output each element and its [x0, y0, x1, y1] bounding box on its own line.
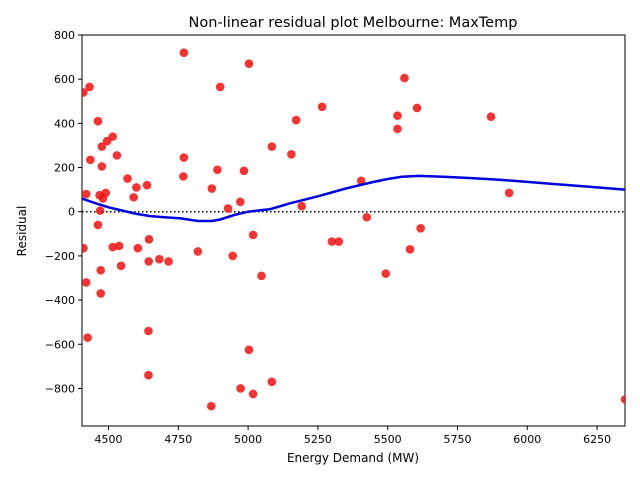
- x-tick-label: 4500: [95, 433, 123, 446]
- data-point: [179, 153, 189, 162]
- data-point: [504, 188, 514, 198]
- x-tick-label: 5250: [304, 433, 332, 446]
- data-point: [207, 184, 217, 193]
- x-tick-label: 6000: [513, 433, 541, 446]
- data-point: [132, 183, 141, 192]
- data-point: [133, 243, 143, 253]
- data-point: [416, 223, 425, 233]
- data-point: [248, 230, 258, 240]
- y-tick-label: 400: [54, 117, 75, 130]
- data-point: [228, 251, 238, 261]
- data-point: [82, 189, 91, 199]
- trend-line: [82, 174, 625, 223]
- data-point: [236, 384, 245, 393]
- data-point: [108, 242, 118, 252]
- data-point: [405, 244, 415, 254]
- data-point: [82, 88, 88, 97]
- data-point: [116, 261, 126, 271]
- data-point: [213, 165, 222, 175]
- x-tick-label: 5750: [443, 433, 471, 446]
- data-point: [267, 377, 277, 387]
- data-point: [206, 401, 216, 411]
- data-point: [400, 73, 409, 83]
- data-point: [95, 206, 105, 215]
- data-point: [83, 333, 92, 342]
- data-point: [123, 174, 132, 183]
- data-point: [129, 193, 138, 202]
- chart-title: Non-linear residual plot Melbourne: MaxT…: [189, 15, 518, 31]
- y-tick-label: 800: [54, 29, 75, 42]
- data-point: [381, 269, 391, 278]
- data-point: [144, 370, 153, 380]
- data-point: [239, 166, 249, 176]
- data-point: [244, 345, 254, 355]
- data-point: [235, 197, 245, 207]
- data-point: [179, 172, 188, 181]
- data-point: [144, 326, 153, 336]
- data-point: [114, 241, 124, 251]
- data-point: [393, 111, 402, 120]
- data-point: [82, 243, 88, 253]
- x-tick-label: 5000: [234, 433, 262, 446]
- plot-content: [82, 48, 625, 411]
- data-point: [82, 278, 91, 287]
- y-tick-label: −400: [45, 294, 75, 307]
- data-point: [193, 247, 203, 256]
- data-point: [486, 112, 496, 122]
- data-point: [257, 271, 266, 281]
- data-point: [248, 389, 258, 399]
- x-axis: 4500 4750 5000 5250 5500 5750 6000 6250: [95, 426, 611, 446]
- data-point: [287, 149, 296, 159]
- data-point: [112, 151, 122, 160]
- data-point: [412, 103, 422, 113]
- plot-frame: [81, 34, 626, 427]
- y-tick-label: −200: [45, 250, 75, 263]
- data-point: [108, 132, 118, 141]
- data-point: [85, 82, 94, 92]
- data-point: [164, 257, 173, 266]
- data-point: [297, 201, 307, 211]
- x-tick-label: 5500: [374, 433, 402, 446]
- data-point: [244, 59, 254, 69]
- y-axis-label: Residual: [15, 206, 29, 257]
- data-point: [179, 48, 189, 57]
- x-axis-label: Energy Demand (MW): [287, 451, 419, 465]
- data-point: [86, 155, 95, 165]
- data-point: [291, 115, 301, 125]
- plot-area: [81, 34, 626, 427]
- data-point: [101, 188, 111, 198]
- y-tick-label: 600: [54, 73, 75, 86]
- data-point: [97, 142, 107, 151]
- data-point: [356, 176, 366, 186]
- data-point: [93, 220, 103, 230]
- data-point: [317, 102, 327, 112]
- data-point: [144, 235, 154, 244]
- y-tick-label: −800: [45, 382, 75, 395]
- data-point: [215, 82, 225, 92]
- y-tick-label: −600: [45, 338, 75, 351]
- data-point: [620, 395, 625, 404]
- data-point: [97, 162, 107, 171]
- data-point: [144, 257, 154, 266]
- data-point: [96, 289, 106, 298]
- x-tick-label: 4750: [164, 433, 192, 446]
- y-tick-label: 200: [54, 162, 75, 175]
- data-point: [327, 237, 337, 246]
- data-point: [93, 116, 103, 126]
- data-point: [155, 254, 164, 264]
- data-point: [267, 142, 277, 151]
- data-point: [96, 265, 106, 275]
- data-point: [223, 204, 233, 213]
- data-point: [393, 124, 402, 134]
- y-axis: −800 −600 −400 −200 0 200 400 600 800: [45, 29, 82, 395]
- x-tick-label: 6250: [583, 433, 611, 446]
- data-point: [142, 180, 152, 190]
- data-point: [334, 237, 344, 246]
- y-tick-label: 0: [68, 206, 75, 219]
- data-point: [362, 212, 372, 222]
